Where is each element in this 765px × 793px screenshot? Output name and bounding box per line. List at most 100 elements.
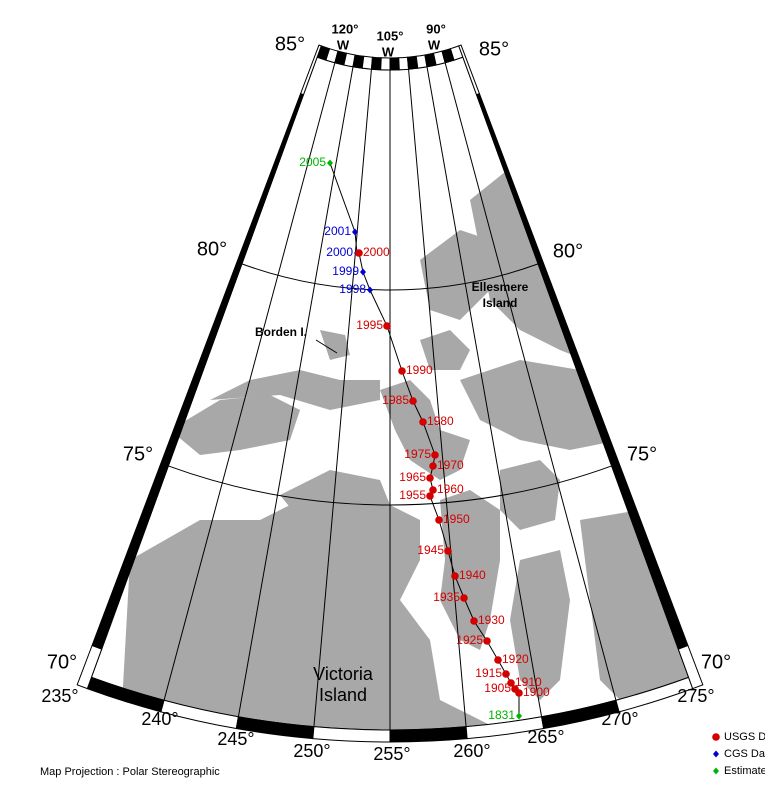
legend-marker [713, 750, 719, 758]
legend-marker [713, 767, 719, 775]
track: 2005 2001 2000 2000 1999 1998 1995 1990 1985 1980… [299, 155, 550, 722]
land-prince-of-wales [440, 490, 500, 650]
land-ellesmere [470, 160, 620, 370]
meridian [426, 66, 543, 717]
point-label: 1985 [382, 393, 409, 407]
frame-side [458, 44, 481, 96]
place-label: Borden I. [255, 325, 307, 339]
point-label: 1910 [515, 675, 542, 689]
latitude-label: 75° [627, 443, 657, 465]
frame-segment [389, 57, 400, 71]
track-point [409, 397, 417, 405]
track-point [516, 712, 522, 720]
point-label: 1925 [456, 633, 483, 647]
point-label: 2000 [326, 245, 353, 259]
longitude-label: 235° [41, 686, 78, 706]
latitude-label: 70° [47, 651, 77, 673]
frame-segment [370, 56, 382, 71]
land-somerset [500, 460, 560, 530]
track-point [426, 474, 434, 482]
point-label: 1905 [484, 681, 511, 695]
land-bathurst [380, 380, 470, 480]
legend-label: Estimated [724, 765, 765, 777]
point-label: 1920 [502, 652, 529, 666]
longitude-label: 245° [217, 729, 254, 749]
meridian [408, 69, 467, 727]
point-label: 1998 [339, 282, 366, 296]
track-point [494, 656, 502, 664]
land-devon [460, 360, 620, 450]
point-label: 1831 [488, 708, 515, 722]
track-point [470, 617, 478, 625]
point-label: 1950 [443, 512, 470, 526]
legend: USGS Data CGS Data Estimated [712, 731, 765, 777]
track-point [352, 228, 358, 236]
place-label: Island [319, 685, 367, 705]
legend-label: CGS Data [724, 748, 765, 760]
track-point [483, 637, 491, 645]
track-point [367, 286, 373, 294]
track-point [515, 689, 523, 697]
top-longitude-label: W [428, 37, 441, 52]
point-label: 1995 [356, 318, 383, 332]
point-label: 1999 [332, 264, 359, 278]
track-point [355, 249, 363, 257]
place-label: Island [483, 296, 518, 310]
top-longitude-label: 120° [332, 21, 359, 36]
frame [76, 44, 704, 743]
land-borden [320, 330, 350, 360]
meridian [313, 69, 372, 727]
point-label: 1945 [417, 543, 444, 557]
track-point [398, 367, 406, 375]
top-longitude-label: W [337, 37, 350, 52]
longitude-label: 255° [373, 744, 410, 764]
track-point [435, 516, 443, 524]
leader-line [315, 339, 338, 354]
point-label: 1965 [399, 470, 426, 484]
labels: Ellesmere Island Borden I. Victoria Isla… [40, 21, 731, 777]
latitude-label: 70° [701, 651, 731, 673]
frame-segment [380, 57, 391, 71]
latitude-label: 75° [123, 443, 153, 465]
latitude-label: 80° [197, 238, 227, 260]
meridian [444, 62, 617, 701]
legend-marker [712, 733, 720, 741]
frame-segment [398, 56, 410, 71]
frame-side [76, 644, 103, 690]
longitude-label: 270° [601, 709, 638, 729]
track-point [429, 462, 437, 470]
land-melville [210, 370, 380, 410]
point-label: 2000 [363, 245, 390, 259]
longitude-label: 275° [677, 686, 714, 706]
point-label: 1900 [523, 685, 550, 699]
latitude-label: 80° [553, 240, 583, 262]
point-label: 1970 [437, 458, 464, 472]
track-point [460, 594, 468, 602]
place-label: Ellesmere [472, 280, 529, 294]
track-point [383, 322, 391, 330]
land-boothia [510, 550, 570, 700]
land-banks [170, 395, 300, 455]
latitude-label: 85° [479, 38, 509, 60]
track-point [502, 670, 510, 678]
top-longitude-label: 105° [377, 28, 404, 43]
point-label: 1955 [399, 488, 426, 502]
point-label: 1940 [459, 568, 486, 582]
point-label: 1930 [478, 613, 505, 627]
land-axel-heiberg [420, 230, 490, 320]
place-label: Victoria [313, 664, 374, 684]
track-point [431, 451, 439, 459]
track-point [426, 492, 434, 500]
track-point [419, 418, 427, 426]
point-label: 1915 [475, 666, 502, 680]
latitude-label: 85° [275, 33, 305, 55]
point-label: 2005 [299, 155, 326, 169]
point-label: 1975 [404, 447, 431, 461]
top-longitude-label: W [382, 44, 395, 59]
point-label: 2001 [324, 224, 351, 238]
meridian [163, 62, 336, 701]
land-victoria [120, 500, 520, 730]
land-victoria-north [280, 470, 390, 520]
longitude-label: 260° [453, 741, 490, 761]
